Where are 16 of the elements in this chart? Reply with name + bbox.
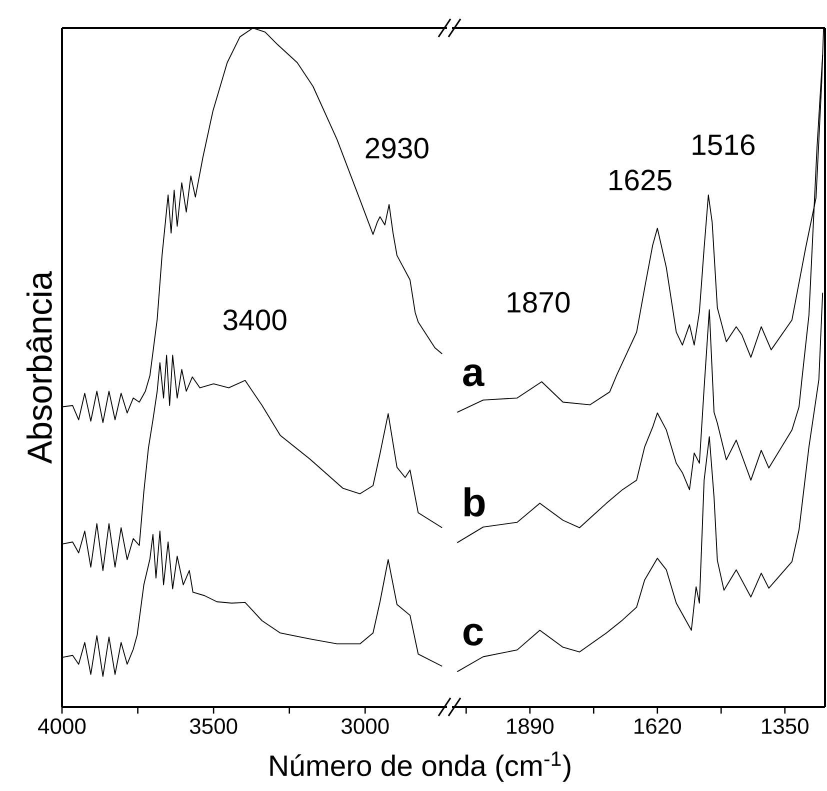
x-tick-label: 1350 bbox=[762, 718, 808, 734]
x-tick-label: 3000 bbox=[342, 718, 389, 734]
x-axis-title: Número de onda (cm$^{-1}$) bbox=[270, 752, 570, 782]
x-tick-label: 4000 bbox=[38, 718, 86, 734]
annotation: 2930 bbox=[366, 138, 428, 159]
x-tick-label: 3500 bbox=[190, 718, 238, 734]
series-label: c bbox=[463, 624, 483, 646]
series-label: a bbox=[463, 364, 484, 386]
x-tick-label: 1620 bbox=[634, 718, 681, 734]
series-label: b bbox=[464, 487, 485, 517]
annotation: 1516 bbox=[692, 134, 755, 156]
annotation: 3400 bbox=[223, 310, 286, 330]
annotation: 1870 bbox=[508, 292, 570, 313]
x-tick-label: 1890 bbox=[507, 718, 554, 734]
annotation: 1625 bbox=[610, 170, 672, 190]
y-axis-title: Absorbância bbox=[26, 271, 52, 464]
